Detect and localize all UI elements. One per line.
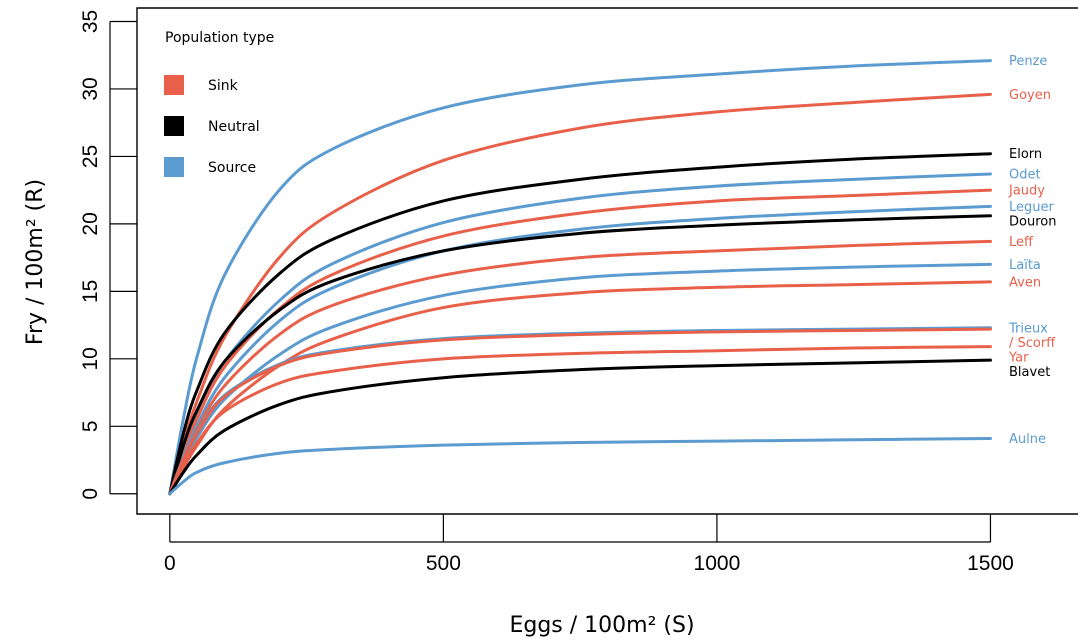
series-label-jaudy: Jaudy (1008, 184, 1045, 199)
series-label-douron: Douron (1009, 214, 1056, 229)
legend-swatch-neutral (164, 116, 184, 136)
y-tick-label: 10 (79, 347, 102, 370)
series-line-jaudy (168, 188, 992, 496)
legend-swatch-sink (164, 75, 184, 95)
x-tick-label: 500 (426, 552, 461, 575)
legend-swatch-source (164, 157, 184, 177)
x-axis-title: Eggs / 100m² (S) (509, 613, 694, 638)
axes: 0 500 1000 1500 0 5 10 15 20 25 30 35 (79, 10, 1014, 575)
series-label-blavet: Blavet (1009, 365, 1050, 380)
legend-label-neutral: Neutral (208, 119, 260, 135)
series-label-yar: Yar (1008, 350, 1029, 365)
y-tick-label: 15 (79, 280, 102, 303)
series-label-leguer: Leguer (1009, 200, 1055, 215)
series-label-goyen: Goyen (1009, 88, 1051, 103)
legend-title: Population type (165, 30, 274, 46)
series-line-lata (168, 262, 992, 496)
y-tick-label: 0 (79, 488, 102, 500)
y-tick-label: 30 (79, 77, 102, 100)
series-label-lata: Laïta (1009, 258, 1041, 273)
legend-label-sink: Sink (208, 78, 239, 94)
series-label-leff: Leff (1009, 235, 1034, 250)
series-line-scorff (168, 327, 992, 496)
y-axis-title: Fry / 100m² (R) (23, 179, 48, 345)
y-tick-label: 25 (79, 145, 102, 168)
series-line-aven (168, 280, 992, 496)
series-line-penze (168, 59, 992, 496)
series-label-aulne: Aulne (1009, 432, 1046, 447)
legend: Population type Sink Neutral Source (164, 30, 274, 177)
series-line-blavet (168, 358, 992, 496)
x-tick-label: 1000 (694, 552, 741, 575)
legend-label-source: Source (208, 160, 256, 176)
series-label-trieux: Trieux (1008, 321, 1048, 336)
series-label-aven: Aven (1009, 275, 1041, 290)
series-label-scorff: / Scorff (1009, 336, 1056, 351)
series-line-goyen (168, 92, 992, 496)
series-line-douron (168, 214, 992, 496)
series-line-yar (168, 345, 992, 496)
series-line-leguer (168, 204, 992, 496)
series-lines (168, 59, 992, 496)
y-tick-label: 20 (79, 212, 102, 235)
series-line-elorn (168, 152, 992, 496)
x-tick-label: 1500 (967, 552, 1014, 575)
x-tick-label: 0 (164, 552, 176, 575)
plot-frame (136, 7, 1078, 515)
series-label-elorn: Elorn (1009, 147, 1042, 162)
series-label-odet: Odet (1009, 167, 1041, 182)
y-tick-label: 35 (79, 10, 102, 33)
series-label-penze: Penze (1009, 54, 1047, 69)
y-tick-label: 5 (79, 420, 102, 432)
series-line-aulne (168, 436, 992, 496)
